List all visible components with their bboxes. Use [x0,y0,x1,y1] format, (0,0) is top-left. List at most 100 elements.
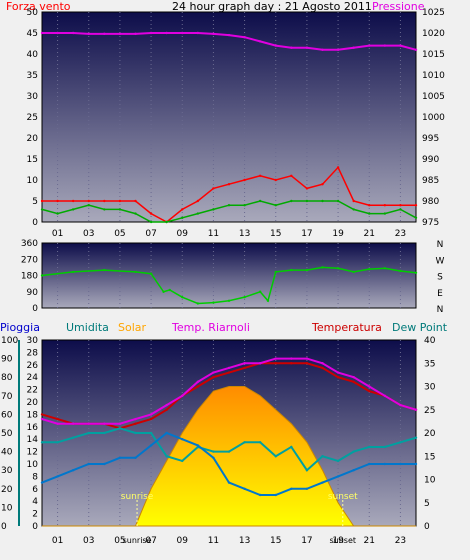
top-left-tick: 5 [32,197,38,207]
bottom-x-tick: 05 [114,536,125,546]
data-point [40,274,44,277]
left2-tick: 0 [32,522,38,532]
sunset-axis-label: sunset [329,536,356,545]
mid-left-tick: 90 [27,288,39,298]
top-right-tick: 1010 [422,71,445,81]
data-point [71,270,75,274]
data-point [352,376,355,379]
data-point [196,444,200,447]
data-point [290,46,293,49]
rain-tick: 100 [1,336,18,346]
data-point [40,441,44,444]
top-right-tick: 975 [422,218,439,228]
data-point [305,487,309,490]
data-point [352,199,355,203]
data-point [162,290,165,293]
data-point [352,380,355,384]
data-point [87,462,90,466]
data-point [414,462,418,466]
data-point [336,199,340,203]
data-point [165,431,168,435]
legend-umidita: Umidita [66,321,109,334]
left2-tick: 10 [27,460,39,470]
data-point [227,366,231,370]
top-series [40,31,418,224]
data-point [40,208,44,211]
legend-dew-point: Dew Point [392,321,448,334]
data-point [305,357,309,360]
data-point [383,267,387,270]
top-right-label: Pressione [372,0,425,13]
bottom-series [40,357,418,527]
data-point [181,394,184,397]
data-point [258,199,262,203]
left2-tick: 8 [32,472,38,482]
data-point [227,371,231,374]
data-point [212,32,215,36]
data-point [321,266,324,269]
bottom-x-tick: 11 [208,536,219,546]
data-point [134,431,137,435]
data-point [40,481,44,484]
data-point [321,199,324,203]
data-point [212,456,215,459]
rain-tick: 10 [1,503,13,513]
data-point [383,44,387,47]
bottom-x-tick: 21 [364,536,375,546]
data-point [352,208,355,211]
data-point [165,31,168,35]
mid-left-tick: 0 [32,304,38,314]
top-x-tick: 19 [332,229,344,239]
data-point [305,187,309,190]
data-point [87,204,90,207]
data-point [149,272,153,275]
data-point [212,208,215,211]
series-line-direzione [41,266,417,305]
data-point [290,174,293,177]
data-point [383,204,387,207]
data-point [87,32,90,36]
mid-left-tick: 360 [21,239,38,249]
data-point [134,417,137,421]
left2-tick: 16 [27,423,39,433]
data-point [321,481,324,484]
left2-tick: 20 [27,398,39,408]
data-point [71,436,75,439]
data-point [243,204,246,207]
left2-tick: 18 [27,410,39,420]
bottom-x-tick: 09 [177,536,189,546]
data-point [71,31,75,35]
data-point [103,199,106,203]
top-plot-area [41,11,417,223]
data-point [368,462,371,466]
data-point [103,462,106,466]
data-point [71,208,75,211]
data-point [383,445,387,449]
compass-label: N [437,305,444,315]
data-point [149,417,153,421]
bottom-right-tick: 40 [424,336,436,346]
data-point [165,455,168,458]
data-point [134,270,137,274]
data-point [258,441,262,444]
data-point [368,267,371,271]
left2-tick: 2 [32,510,38,520]
data-point [56,422,59,425]
legend-temp-riarnoli: Temp. Riarnoli [171,321,250,334]
mid-grid [57,243,401,308]
data-point [321,455,324,458]
left2-tick: 30 [27,336,39,346]
data-point [149,413,153,416]
data-point [196,212,200,215]
data-point [71,469,75,472]
data-point [196,199,200,203]
data-point [134,32,137,36]
sunrise-label: sunrise [121,492,154,502]
left2-tick: 26 [27,361,39,371]
bottom-right-tick: 25 [424,406,435,416]
data-point [258,40,262,43]
top-x-tick: 11 [208,229,219,239]
data-point [56,199,59,203]
